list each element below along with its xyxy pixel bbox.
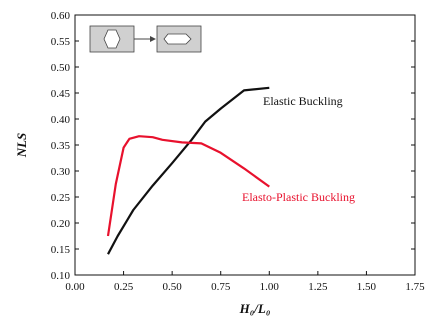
series-label-elasto-plastic: Elasto-Plastic Buckling — [242, 190, 355, 204]
series-label-elastic: Elastic Buckling — [263, 94, 343, 108]
y-tick-label: 0.20 — [51, 218, 71, 230]
y-tick-label: 0.35 — [51, 140, 71, 152]
x-tick-label: 1.50 — [357, 281, 377, 293]
x-tick-label: 0.25 — [114, 281, 134, 293]
x-axis-title: H₀/L₀ — [239, 301, 271, 316]
series-line-elastic — [107, 86, 270, 255]
y-tick-label: 0.50 — [51, 62, 71, 74]
y-tick-label: 0.40 — [51, 114, 71, 126]
arrow-head — [150, 36, 156, 42]
x-tick-label: 0.00 — [65, 281, 85, 293]
y-axis-title: NLS — [14, 133, 29, 159]
x-tick-label: 0.75 — [211, 281, 231, 293]
series-line-elasto-plastic — [106, 135, 270, 237]
y-tick-label: 0.10 — [51, 270, 71, 282]
series-layer — [106, 86, 270, 255]
x-tick-label: 1.75 — [405, 281, 425, 293]
axis-ticks: 0.00 0.25 0.50 0.75 1.00 1.25 1.50 1.75 0.10 0.15… — [51, 10, 425, 293]
y-tick-label: 0.45 — [51, 88, 71, 100]
hexagon-vertical-icon — [103, 29, 121, 49]
y-tick-label: 0.60 — [51, 10, 71, 22]
y-tick-label: 0.25 — [51, 192, 71, 204]
x-tick-label: 1.25 — [308, 281, 328, 293]
y-tick-label: 0.15 — [51, 244, 71, 256]
x-tick-label: 0.50 — [163, 281, 183, 293]
y-tick-label: 0.30 — [51, 166, 71, 178]
hexagon-horizontal-icon — [163, 33, 192, 45]
y-tick-label: 0.55 — [51, 36, 71, 48]
x-tick-label: 1.00 — [260, 281, 280, 293]
inset-diagram — [89, 25, 202, 53]
